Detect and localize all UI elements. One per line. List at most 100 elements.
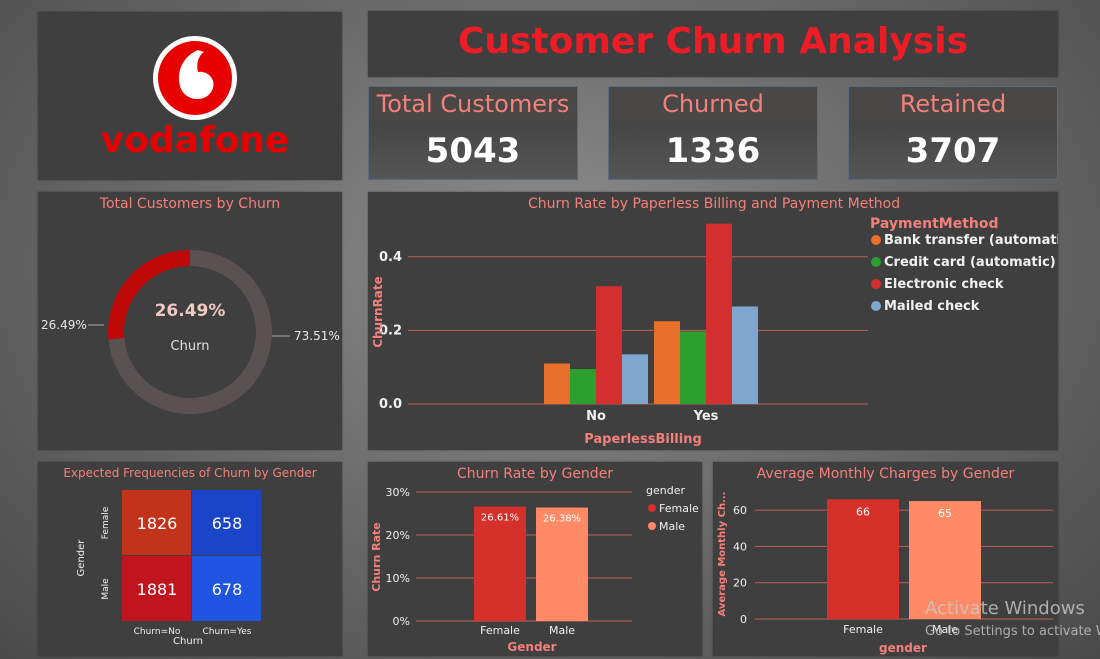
y-axis-label: Gender <box>76 539 87 577</box>
y-tick-label: 0.0 <box>379 397 402 412</box>
x-axis-label: PaperlessBilling <box>584 432 702 447</box>
x-tick-label: Churn=Yes <box>202 627 251 637</box>
y-tick-label: 10% <box>386 572 410 585</box>
x-tick-label: Male <box>932 623 958 636</box>
monthly-chart: 0 20 40 60 66 Female 65 Male gender Average Month… <box>717 492 1053 655</box>
data-label: 26.38% <box>543 514 581 525</box>
legend-marker <box>871 301 881 311</box>
legend-entry[interactable]: Mailed check <box>884 299 980 314</box>
heatmap-cell-value: 1826 <box>137 514 178 533</box>
heatmap-cell[interactable] <box>122 490 191 555</box>
kpi-value: 3707 <box>905 131 1001 171</box>
heatmap-cell[interactable] <box>122 556 191 621</box>
donut-slice-label-churn: 26.49% <box>41 318 87 332</box>
y-axis-label: Average Monthly Ch... <box>717 492 728 617</box>
y-tick-label: 60 <box>733 504 747 517</box>
data-label: 66 <box>856 505 870 518</box>
bar[interactable] <box>827 499 899 619</box>
heatmap-cell-value: 678 <box>212 580 243 599</box>
bar[interactable] <box>706 223 732 404</box>
donut-chart: 26.49% Churn 26.49% 73.51% <box>41 250 340 414</box>
chart-title: Churn Rate by Gender <box>456 466 614 482</box>
kpi-label: Churned <box>609 87 817 121</box>
heatmap-cell[interactable] <box>192 490 261 555</box>
legend-marker <box>871 279 881 289</box>
x-tick-label: No <box>586 409 606 424</box>
monthly-panel: Average Monthly Charges by Gender 0 20 40 6… <box>713 462 1058 656</box>
kpi-label: Total Customers <box>369 87 577 121</box>
donut-center-value: 26.49% <box>155 301 226 321</box>
bar[interactable] <box>680 331 706 404</box>
y-tick-label: 0% <box>393 615 410 628</box>
y-tick-label: 0 <box>740 613 747 626</box>
x-tick-label: Female <box>843 623 883 636</box>
y-tick-label: 40 <box>733 540 747 553</box>
y-tick-label: 0.4 <box>379 250 402 265</box>
legend-entry[interactable]: Credit card (automatic) <box>884 255 1056 270</box>
y-tick-label: 30% <box>386 486 410 499</box>
donut-center-label: Churn <box>171 339 210 354</box>
paperless-panel: Churn Rate by Paperless Billing and Paym… <box>368 192 1058 450</box>
x-axis-label: Churn <box>173 636 203 647</box>
legend-marker <box>871 235 881 245</box>
donut-panel: Total Customers by Churn 26.49% Churn 26… <box>38 192 342 450</box>
logo-panel: vodafone <box>38 12 342 180</box>
bar[interactable] <box>622 354 648 404</box>
kpi-retained: Retained 3707 <box>848 86 1058 180</box>
legend-marker <box>648 522 656 530</box>
heatmap-cell[interactable] <box>192 556 261 621</box>
legend-entry[interactable]: Male <box>659 520 685 533</box>
donut-slice-label-retained: 73.51% <box>294 329 340 343</box>
bar[interactable] <box>732 306 758 404</box>
kpi-total-customers: Total Customers 5043 <box>368 86 578 180</box>
bar[interactable] <box>536 507 588 621</box>
logo-text: vodafone <box>101 120 290 161</box>
data-label: 65 <box>938 507 952 520</box>
bar[interactable] <box>474 506 526 621</box>
heatmap-cell-value: 658 <box>212 514 243 533</box>
donut-slice[interactable] <box>108 250 272 414</box>
title-panel: Customer Churn Analysis <box>368 11 1058 77</box>
legend-entry[interactable]: Female <box>659 502 699 515</box>
legend-marker <box>871 257 881 267</box>
kpi-label: Retained <box>849 87 1057 121</box>
gender-rate-panel: Churn Rate by Gender 0% 10% 20% 30% 26.61% Fe… <box>368 462 702 656</box>
x-axis-label: gender <box>879 641 927 655</box>
heatmap-chart: 1826 658 Female 1881 678 Male Churn=No Churn=Ye… <box>76 490 261 647</box>
bar[interactable] <box>570 369 596 404</box>
y-tick-label: Female <box>101 506 111 539</box>
kpi-value: 5043 <box>425 131 521 171</box>
x-tick-label: Female <box>480 624 520 637</box>
x-tick-label: Yes <box>693 409 719 424</box>
x-axis-label: Gender <box>507 640 556 654</box>
legend-entry[interactable]: Bank transfer (automatic) <box>884 233 1058 248</box>
y-tick-label: 0.2 <box>379 323 402 338</box>
y-axis-label: Churn Rate <box>370 522 383 591</box>
gender-rate-chart: 0% 10% 20% 30% 26.61% Female 26.38% Male Gender C… <box>370 484 699 654</box>
watermark-line2: Go to Settings to activate W <box>925 624 1100 639</box>
bar[interactable] <box>654 321 680 404</box>
data-label: 26.61% <box>481 513 519 524</box>
x-tick-label: Churn=No <box>134 627 181 637</box>
bar[interactable] <box>596 286 622 404</box>
y-tick-label: Male <box>101 578 111 600</box>
chart-title: Churn Rate by Paperless Billing and Paym… <box>528 196 901 212</box>
bar[interactable] <box>909 501 981 619</box>
y-axis-label: ChurnRate <box>371 276 385 348</box>
y-tick-label: 20 <box>733 577 747 590</box>
donut-slice[interactable] <box>108 250 191 340</box>
y-tick-label: 20% <box>386 529 410 542</box>
watermark-line1: Activate Windows <box>925 598 1085 619</box>
paperless-chart: 0.0 0.2 0.4 No Yes PaperlessBilling ChurnRate P… <box>371 216 1058 447</box>
legend-marker <box>648 504 656 512</box>
page-title: Customer Churn Analysis <box>457 21 968 62</box>
heatmap-panel: Expected Frequencies of Churn by Gender … <box>38 462 342 656</box>
legend-title: gender <box>646 484 685 497</box>
legend-entry[interactable]: Electronic check <box>884 277 1004 292</box>
bar[interactable] <box>544 363 570 404</box>
chart-title: Expected Frequencies of Churn by Gender <box>63 466 317 480</box>
legend-title: PaymentMethod <box>870 216 999 232</box>
vodafone-logo: vodafone <box>101 36 290 161</box>
logo-speechmark-icon <box>178 50 214 100</box>
kpi-value: 1336 <box>665 131 761 171</box>
